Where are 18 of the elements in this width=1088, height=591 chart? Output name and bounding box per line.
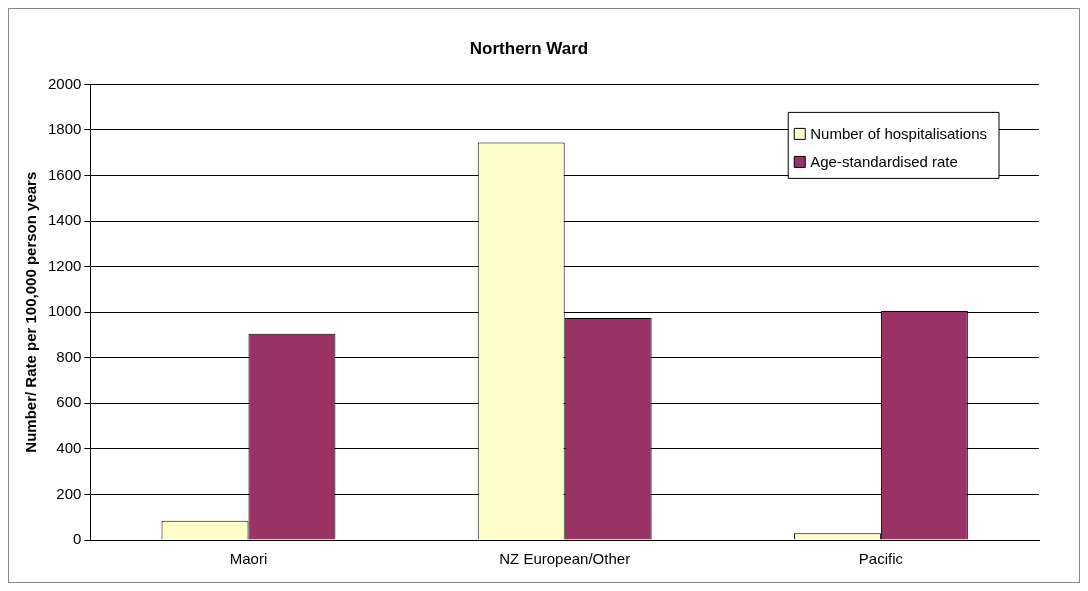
chart-title: Northern Ward [469,38,589,58]
y-tick-label: 1200 [47,256,82,274]
y-tick-label: 2000 [47,74,82,92]
legend-label: Age-standardised rate [810,152,958,170]
y-axis-title: Number/ Rate per 100,000 person years [22,171,40,453]
y-tick-label: 0 [73,530,82,548]
x-tick-label: Pacific [858,550,904,568]
y-tick-label: 200 [56,484,82,502]
y-tick-label: 600 [56,393,82,411]
x-tick-label: NZ European/Other [499,550,631,568]
y-tick-label: 1000 [47,302,82,320]
y-tick-label: 1800 [47,120,82,138]
y-tick-label: 400 [56,439,82,457]
legend-label: Number of hospitalisations [810,124,988,142]
y-tick-label: 1400 [47,211,82,229]
x-tick-label: Maori [229,550,268,568]
y-tick-label: 800 [56,347,82,365]
y-tick-label: 1600 [47,165,82,183]
